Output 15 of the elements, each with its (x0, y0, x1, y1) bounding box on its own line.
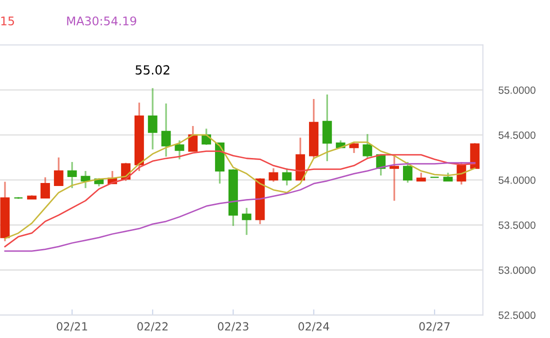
x-tick-label: 02/24 (298, 322, 330, 332)
line-series (4, 134, 476, 240)
y-tick-label: 54.0000 (498, 176, 536, 184)
y-tick-label: 53.5000 (498, 221, 536, 229)
text: MA30:54.19 (67, 16, 136, 26)
x-tick-label: 02/23 (218, 322, 248, 332)
y-tick-label: 54.5000 (498, 131, 536, 139)
x-tick-label: 02/27 (419, 322, 450, 332)
annotation: 55.02 (136, 65, 170, 75)
y-tick-label: 53.0000 (498, 266, 536, 274)
y-tick-label: 52.5000 (498, 312, 536, 319)
x-tick-label: 02/21 (56, 322, 88, 332)
y-tick-label: 55.0000 (498, 86, 536, 94)
text: 15 (1, 16, 14, 26)
x-tick-label: 02/22 (137, 322, 168, 332)
